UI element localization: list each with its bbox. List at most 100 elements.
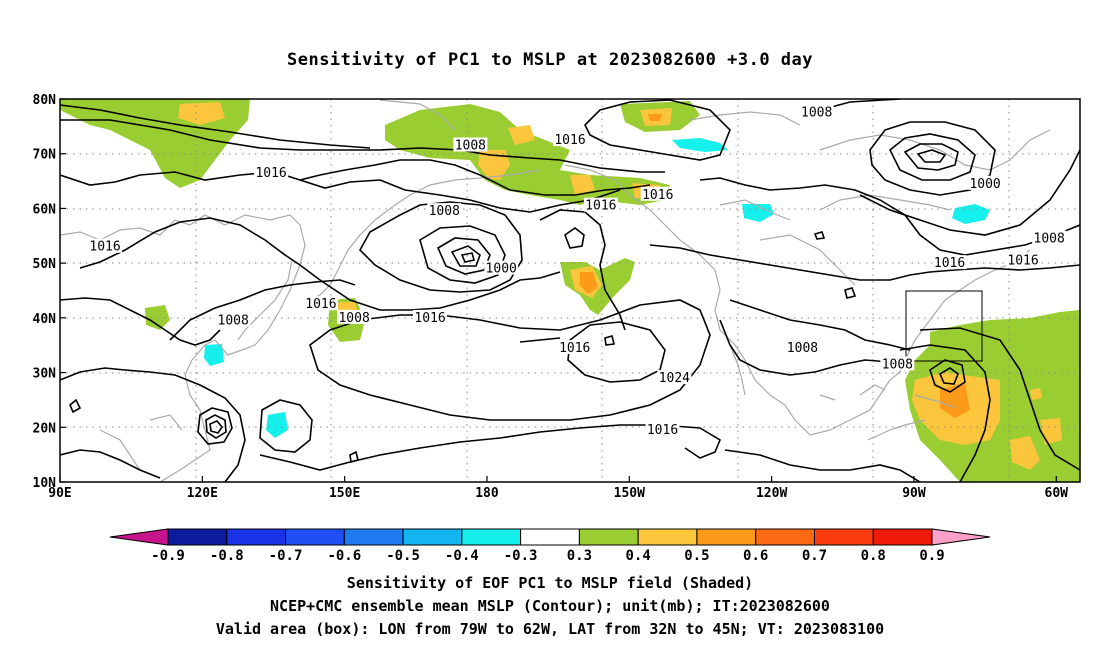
lat-label: 70N xyxy=(33,148,57,163)
contour-low-1000-c xyxy=(450,245,481,267)
contour-1016-south xyxy=(60,449,161,479)
contour-label-bg xyxy=(453,137,488,152)
contour-label: 1016 xyxy=(585,199,616,214)
footer-line-1: Sensitivity of EOF PC1 to MSLP field (Sh… xyxy=(346,574,754,592)
contour-typhoon-c xyxy=(209,420,223,434)
colorbar-label: 0.6 xyxy=(743,548,768,564)
colorbar-over-arrow xyxy=(931,528,991,546)
lat-label: 40N xyxy=(33,312,57,327)
shade-siberia-east-orange2 xyxy=(508,125,535,145)
contour-label-bg xyxy=(553,132,587,147)
colorbar-label: -0.8 xyxy=(210,548,244,564)
contour-label: 1016 xyxy=(1007,253,1038,268)
lat-label: 50N xyxy=(33,257,57,272)
contour-atl-low-a xyxy=(929,359,966,393)
contour-small2 xyxy=(349,450,359,464)
contour-1016-southwest xyxy=(60,367,246,482)
colorbar-swatch xyxy=(343,528,404,546)
contour-atl-outer xyxy=(899,344,991,482)
shade-arctic-north-orange2 xyxy=(648,114,662,121)
contour-label-bg xyxy=(640,186,675,201)
contour-atl-low-b xyxy=(938,367,959,385)
contour-label: 1016 xyxy=(255,166,286,181)
contour-label-bg xyxy=(427,203,462,218)
contour-small3 xyxy=(813,231,826,240)
shade-neg-labrador xyxy=(952,204,990,224)
colorbar-label: -0.3 xyxy=(504,548,538,564)
contour-label: 1008 xyxy=(338,311,369,326)
contour-label-bg xyxy=(880,356,915,371)
contour-1016-north-asia xyxy=(60,119,665,173)
colorbar-swatch xyxy=(813,528,874,546)
contour-label-bg xyxy=(216,312,251,327)
contour-low-1000-d xyxy=(460,252,476,263)
contour-1008-arctic xyxy=(584,99,731,161)
contour-1016-south-central xyxy=(259,424,722,471)
contour-label: 1008 xyxy=(1034,232,1065,247)
contour-label: 1008 xyxy=(218,314,249,329)
coastlines xyxy=(60,99,1051,482)
colorbar-label: 0.8 xyxy=(861,548,886,564)
contour-low-1008 xyxy=(359,201,523,293)
valid-area-box xyxy=(905,290,983,362)
contour-1016-main xyxy=(79,217,561,311)
contour-1008-west-atl xyxy=(729,299,911,351)
shade-siberia-east-orange xyxy=(478,150,510,180)
shade-atlantic-dots1 xyxy=(1030,388,1042,400)
contour-small-low xyxy=(564,227,585,249)
lat-label: 80N xyxy=(33,93,57,108)
contour-1016-west xyxy=(60,171,621,213)
colorbar-swatch xyxy=(755,528,815,546)
contour-label-bg xyxy=(303,296,338,311)
contour-high-1024 xyxy=(567,321,666,383)
contour-label: 1016 xyxy=(642,188,673,203)
contour-label-bg xyxy=(337,309,372,324)
contour-low-greenland-a xyxy=(888,133,976,181)
shade-alaska-orange xyxy=(570,175,595,195)
shade-siberia-east xyxy=(385,104,670,205)
colorbar-swatch xyxy=(520,528,580,546)
shade-north-asia-orange xyxy=(178,102,225,125)
contour-labels: 1008 1008 1016 1016 1016 1016 1008 1000 1008 1016… xyxy=(88,104,1067,438)
lon-label: 150E xyxy=(329,486,360,501)
colorbar: -0.9 -0.8 -0.7 -0.6 -0.5 -0.4 -0.3 0.3 0.4 0.5 0.6… xyxy=(109,528,991,564)
colorbar-label: 0.9 xyxy=(919,548,944,564)
contour-1016-outer xyxy=(519,337,561,343)
contour-ring-gulf xyxy=(539,209,626,331)
colorbar-label: -0.4 xyxy=(445,548,479,564)
contour-label: 1016 xyxy=(934,256,965,271)
contour-small4 xyxy=(844,287,857,299)
lat-label: 20N xyxy=(33,421,57,436)
colorbar-swatch xyxy=(226,528,287,546)
contour-label: 1000 xyxy=(969,177,1000,192)
colorbar-swatch xyxy=(578,528,639,546)
contour-small1 xyxy=(69,398,82,414)
lon-label: 120E xyxy=(187,486,218,501)
colorbar-swatch xyxy=(285,528,345,546)
shade-gulf-alaska-red xyxy=(580,272,598,294)
colorbar-swatch xyxy=(167,528,228,546)
colorbar-swatch xyxy=(402,528,463,546)
contour-1008-japan xyxy=(169,279,356,341)
colorbar-label: -0.7 xyxy=(269,548,303,564)
contour-1016-lower xyxy=(60,297,221,346)
contour-greenland-1008 xyxy=(859,149,1080,236)
mslp-contours xyxy=(60,99,1080,482)
contour-label: 1008 xyxy=(801,106,832,121)
contour-low-greenland-b xyxy=(903,143,959,171)
contour-label-bg xyxy=(254,164,289,179)
shade-atlantic-orange3 xyxy=(1010,436,1040,470)
colorbar-swatch xyxy=(637,528,698,546)
contour-label-bg xyxy=(484,260,519,275)
contour-small5 xyxy=(604,335,615,346)
colorbar-swatch xyxy=(872,528,933,546)
lon-label: 90W xyxy=(902,486,926,501)
lon-label: 90E xyxy=(48,486,71,501)
colorbar-label: 0.3 xyxy=(567,548,592,564)
contour-label-bg xyxy=(413,309,448,324)
colorbar-swatch xyxy=(461,528,522,546)
contour-label: 1008 xyxy=(429,204,460,219)
lon-label: 180 xyxy=(475,486,499,501)
contour-label: 1016 xyxy=(647,423,678,438)
contour-label: 1016 xyxy=(89,240,120,255)
